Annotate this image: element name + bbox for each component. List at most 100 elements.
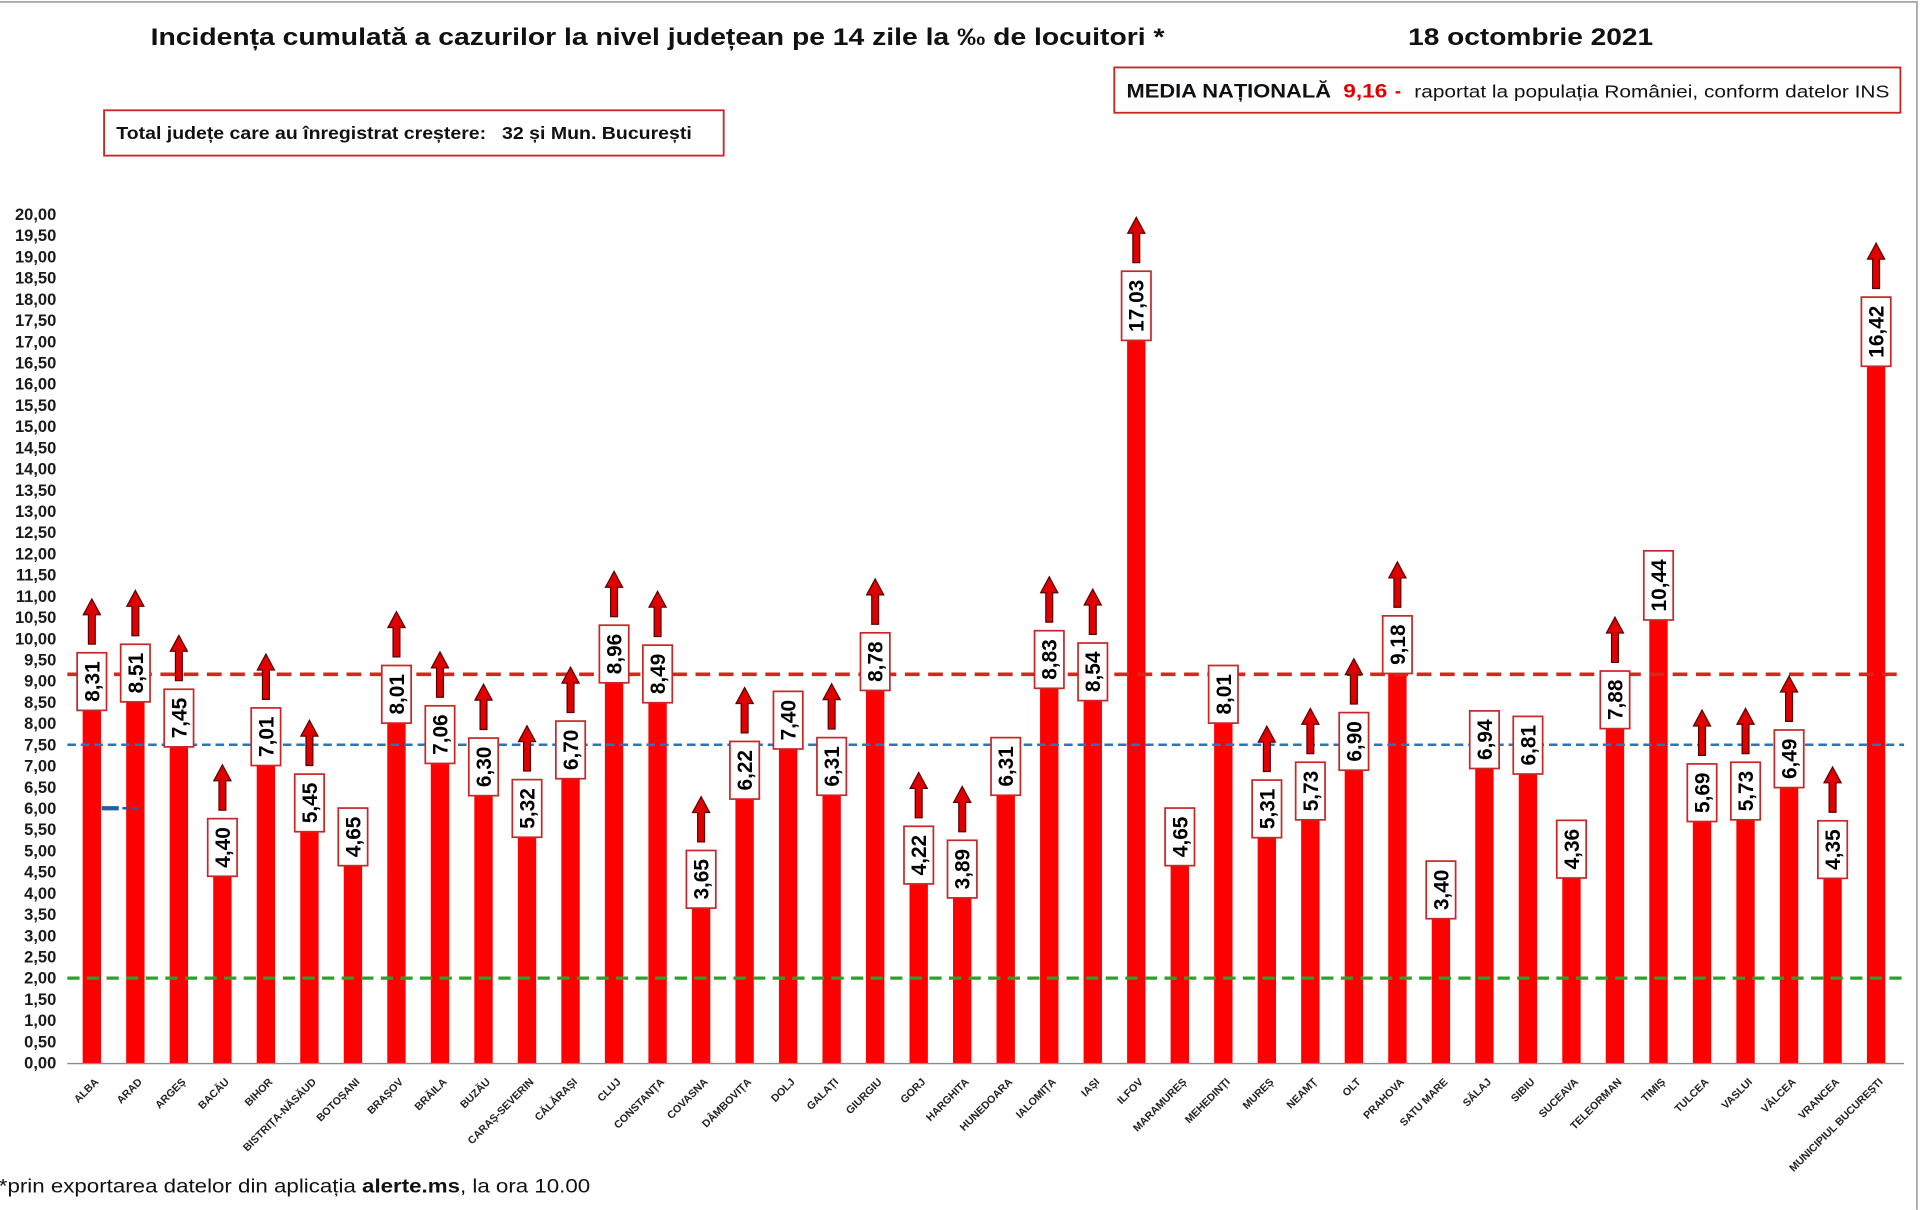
value-label-box <box>598 624 630 684</box>
value-label-suceava: 4,36 <box>1555 819 1588 879</box>
y-tick-label: 17,50 <box>15 311 56 330</box>
value-label-box <box>467 737 500 797</box>
bars <box>82 340 1886 1063</box>
value-label-box <box>1381 614 1413 675</box>
value-label-text: 9,18 <box>1387 624 1410 664</box>
bar-valcea <box>1779 787 1799 1063</box>
increase-arrow-icon <box>1300 707 1320 755</box>
bar-iasi <box>1083 700 1102 1063</box>
y-tick-label: 18,50 <box>15 269 56 288</box>
y-tick-label: 14,00 <box>15 460 56 479</box>
y-tick-label: 8,00 <box>24 714 56 733</box>
bar-ilfov <box>1127 340 1146 1063</box>
value-label-box <box>250 707 282 767</box>
value-label-bihor: 7,01 <box>250 707 282 767</box>
value-label-box <box>903 825 935 885</box>
value-label-text: 7,45 <box>168 698 191 738</box>
value-label-text: 4,40 <box>212 827 235 867</box>
bar-bistrita-nasaud <box>300 831 319 1063</box>
value-label-box <box>1468 710 1500 770</box>
increase-arrow-icon <box>125 589 145 637</box>
increase-arrow-icon <box>909 771 929 819</box>
increase-arrow-icon <box>386 610 407 658</box>
increase-arrow-icon <box>299 718 320 767</box>
value-label-galati: 6,31 <box>816 736 848 797</box>
value-label-dolj: 7,40 <box>772 690 804 750</box>
value-label-box <box>946 839 978 899</box>
y-tick-label: 9,00 <box>24 672 56 691</box>
value-label-text: 6,81 <box>1517 725 1540 765</box>
y-tick-label: 15,50 <box>15 396 56 415</box>
bar-vaslui <box>1736 819 1755 1063</box>
value-label-text: 6,31 <box>821 746 844 786</box>
value-label-text: 8,54 <box>1082 651 1105 692</box>
national-average-label: MEDIA NAȚIONALĂ <box>1127 80 1332 102</box>
increase-arrow-icon <box>517 724 537 772</box>
value-label-sibiu: 6,81 <box>1512 715 1544 775</box>
increase-arrow-icon <box>1344 657 1364 705</box>
y-tick-label: 7,00 <box>24 757 56 776</box>
value-label-box <box>1555 819 1588 879</box>
value-label-box <box>1120 270 1152 342</box>
increase-arrow-icon <box>735 686 755 734</box>
y-tick-label: 11,00 <box>16 587 56 606</box>
plot-area: 0,00 0,50 1,00 1,50 2,00 2,50 3,00 3,50 4,00 4,50… <box>15 205 1905 1174</box>
value-label-box <box>859 631 891 692</box>
value-label-arad: 8,51 <box>119 643 151 703</box>
national-average-note: raportat la populația României, conform … <box>1414 81 1889 101</box>
value-label-text: 8,49 <box>647 654 670 694</box>
national-average-value: 9,16 <box>1343 81 1387 102</box>
y-tick-label: 7,50 <box>24 735 56 754</box>
national-average-box-frame <box>1113 66 1902 114</box>
y-tick-label: 8,50 <box>24 693 56 712</box>
value-label-text: 16,42 <box>1866 306 1889 358</box>
value-label-box <box>1817 819 1849 880</box>
value-label-box <box>511 778 543 839</box>
value-label-text: 5,32 <box>516 788 539 828</box>
value-label-olt: 6,90 <box>1338 711 1370 772</box>
increase-arrow-icon <box>1126 216 1146 264</box>
report-date: 18 octombrie 2021 <box>1408 24 1653 51</box>
bar-caras-severin <box>517 837 537 1063</box>
increase-arrow-icon <box>1083 587 1103 636</box>
y-tick-label: 0,00 <box>24 1054 56 1073</box>
bar-sibiu <box>1518 774 1538 1063</box>
value-label-mehedinti: 8,01 <box>1207 664 1239 724</box>
value-label-text: 7,01 <box>255 716 278 756</box>
reference-lines <box>67 672 1905 980</box>
value-label-text: 5,73 <box>1300 771 1323 811</box>
value-label-text: 8,83 <box>1039 639 1062 679</box>
value-label-text: 6,94 <box>1474 719 1497 760</box>
value-label-box <box>1512 715 1544 775</box>
value-label-text: 10,44 <box>1648 559 1671 611</box>
value-label-prahova: 9,18 <box>1381 614 1413 675</box>
value-label-box <box>642 644 674 704</box>
bar-olt <box>1344 770 1364 1063</box>
increase-arrow-icon <box>1257 724 1277 773</box>
bar-hunedoara <box>996 795 1015 1063</box>
value-label-vaslui: 5,73 <box>1729 761 1762 821</box>
bar-satu-mare <box>1431 918 1451 1063</box>
bar-maramures <box>1170 865 1189 1063</box>
value-label-box <box>1642 549 1675 621</box>
value-label-text: 6,49 <box>1779 739 1802 779</box>
y-tick-label: 14,50 <box>15 438 56 457</box>
bar-arad <box>126 701 145 1063</box>
bar-dolj <box>778 748 798 1063</box>
value-label-timis: 10,44 <box>1642 549 1675 621</box>
value-label-box <box>1599 670 1631 730</box>
bar-buzau <box>474 795 493 1063</box>
y-tick-label: 1,50 <box>24 990 56 1009</box>
y-tick-label: 3,00 <box>24 926 56 945</box>
increase-arrow-icon <box>1605 615 1625 664</box>
value-label-box <box>337 807 369 867</box>
bar-mures <box>1257 837 1277 1063</box>
value-label-text: 8,78 <box>865 641 888 681</box>
value-label-text: 6,31 <box>995 746 1018 786</box>
value-label-text: 8,51 <box>125 653 148 693</box>
value-label-text: 6,70 <box>560 730 583 770</box>
value-label-box <box>554 720 587 780</box>
value-label-text: 3,65 <box>691 859 714 899</box>
value-label-calarasi: 6,70 <box>554 720 587 780</box>
